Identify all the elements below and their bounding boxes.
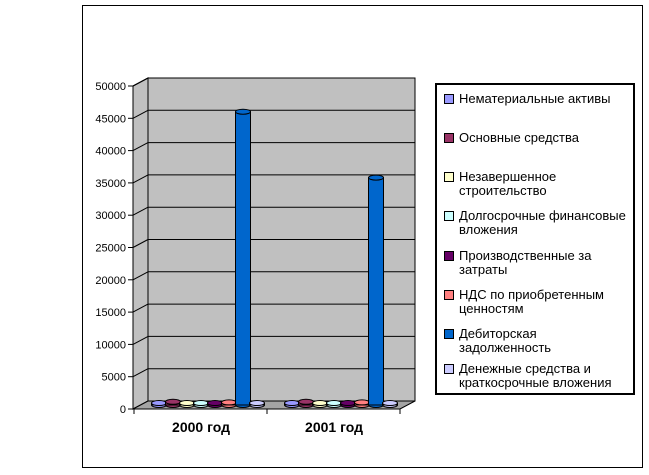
gridline-side (132, 174, 149, 184)
cylinder-top-s7-c0 (249, 400, 265, 407)
category-label: 2000 год (172, 419, 230, 435)
category-label: 2001 год (305, 419, 363, 435)
y-tick-label: 20000 (95, 275, 126, 287)
legend-color-swatch (444, 211, 454, 221)
legend-item-label: Денежные средства и краткосрочные вложен… (459, 361, 612, 390)
y-tick-label: 0 (120, 404, 126, 416)
legend-item-label: Производственные за затраты (459, 248, 592, 277)
y-tick-label: 35000 (95, 178, 126, 190)
legend-color-swatch (444, 133, 454, 143)
legend-item: НДС по приобретенным ценностям (444, 288, 631, 316)
gridline-side (132, 77, 149, 87)
gridline-side (132, 335, 149, 345)
gridline-side (132, 303, 149, 313)
legend-item-label: Незавершенное строительство (459, 169, 557, 198)
legend-color-swatch (444, 251, 454, 261)
cylinder-top-s4-c1 (340, 400, 356, 407)
gridline-side (132, 368, 149, 378)
legend-item-label: Нематериальные активы (459, 91, 611, 106)
legend-item: Нематериальные активы (444, 92, 631, 106)
gridline-side (132, 271, 149, 281)
legend-color-swatch (444, 364, 454, 374)
cylinder-top-s7-c1 (382, 400, 398, 407)
legend-color-swatch (444, 329, 454, 339)
legend-item: Долгосрочные финансовые вложения (444, 209, 631, 237)
gridline-side (132, 239, 149, 248)
legend-item: Дебиторская задолженность (444, 327, 631, 355)
legend-color-swatch (444, 290, 454, 300)
y-tick-label: 15000 (95, 307, 126, 319)
legend-item: Производственные за затраты (444, 249, 631, 277)
cylinder-top-s4-c0 (207, 400, 223, 407)
y-tick-label: 30000 (95, 210, 126, 222)
cylinder-body-s6-c1 (368, 177, 384, 406)
y-tick-label: 25000 (95, 243, 126, 255)
cylinder-top-s6-c1 (368, 174, 384, 181)
legend-item-label: Основные средства (459, 130, 579, 145)
cylinder-top-s5-c0 (221, 399, 237, 406)
cylinder-top-s3-c0 (193, 400, 209, 407)
legend-color-swatch (444, 94, 454, 104)
y-tick-label: 10000 (95, 339, 126, 351)
cylinder-top-s0-c1 (284, 400, 300, 407)
legend-item: Денежные средства и краткосрочные вложен… (444, 362, 631, 390)
chart-legend: Нематериальные активы Основные средства … (435, 83, 635, 395)
legend-item-label: Дебиторская задолженность (459, 326, 552, 355)
gridline-side (132, 206, 149, 216)
cylinder-top-s0-c0 (151, 400, 167, 407)
y-tick-label: 40000 (95, 146, 126, 158)
cylinder-top-s1-c1 (298, 398, 314, 405)
cylinder-top-s5-c1 (354, 399, 370, 406)
legend-color-swatch (444, 172, 454, 182)
y-tick-label: 45000 (95, 113, 126, 125)
y-tick-label: 5000 (102, 372, 126, 384)
gridline-side (132, 142, 149, 152)
cylinder-top-s6-c0 (235, 108, 251, 115)
legend-item: Незавершенное строительство (444, 170, 631, 198)
cylinder-top-s2-c0 (179, 400, 195, 407)
legend-item-label: Долгосрочные финансовые вложения (459, 208, 626, 237)
legend-item: Основные средства (444, 131, 631, 145)
cylinder-top-s3-c1 (326, 400, 342, 407)
legend-item-label: НДС по приобретенным ценностям (459, 287, 604, 316)
cylinder-body-s6-c0 (235, 111, 251, 406)
gridline-side (132, 109, 149, 119)
cylinder-top-s2-c1 (312, 400, 328, 407)
cylinder-top-s1-c0 (165, 398, 181, 405)
y-tick-label: 50000 (95, 81, 126, 93)
